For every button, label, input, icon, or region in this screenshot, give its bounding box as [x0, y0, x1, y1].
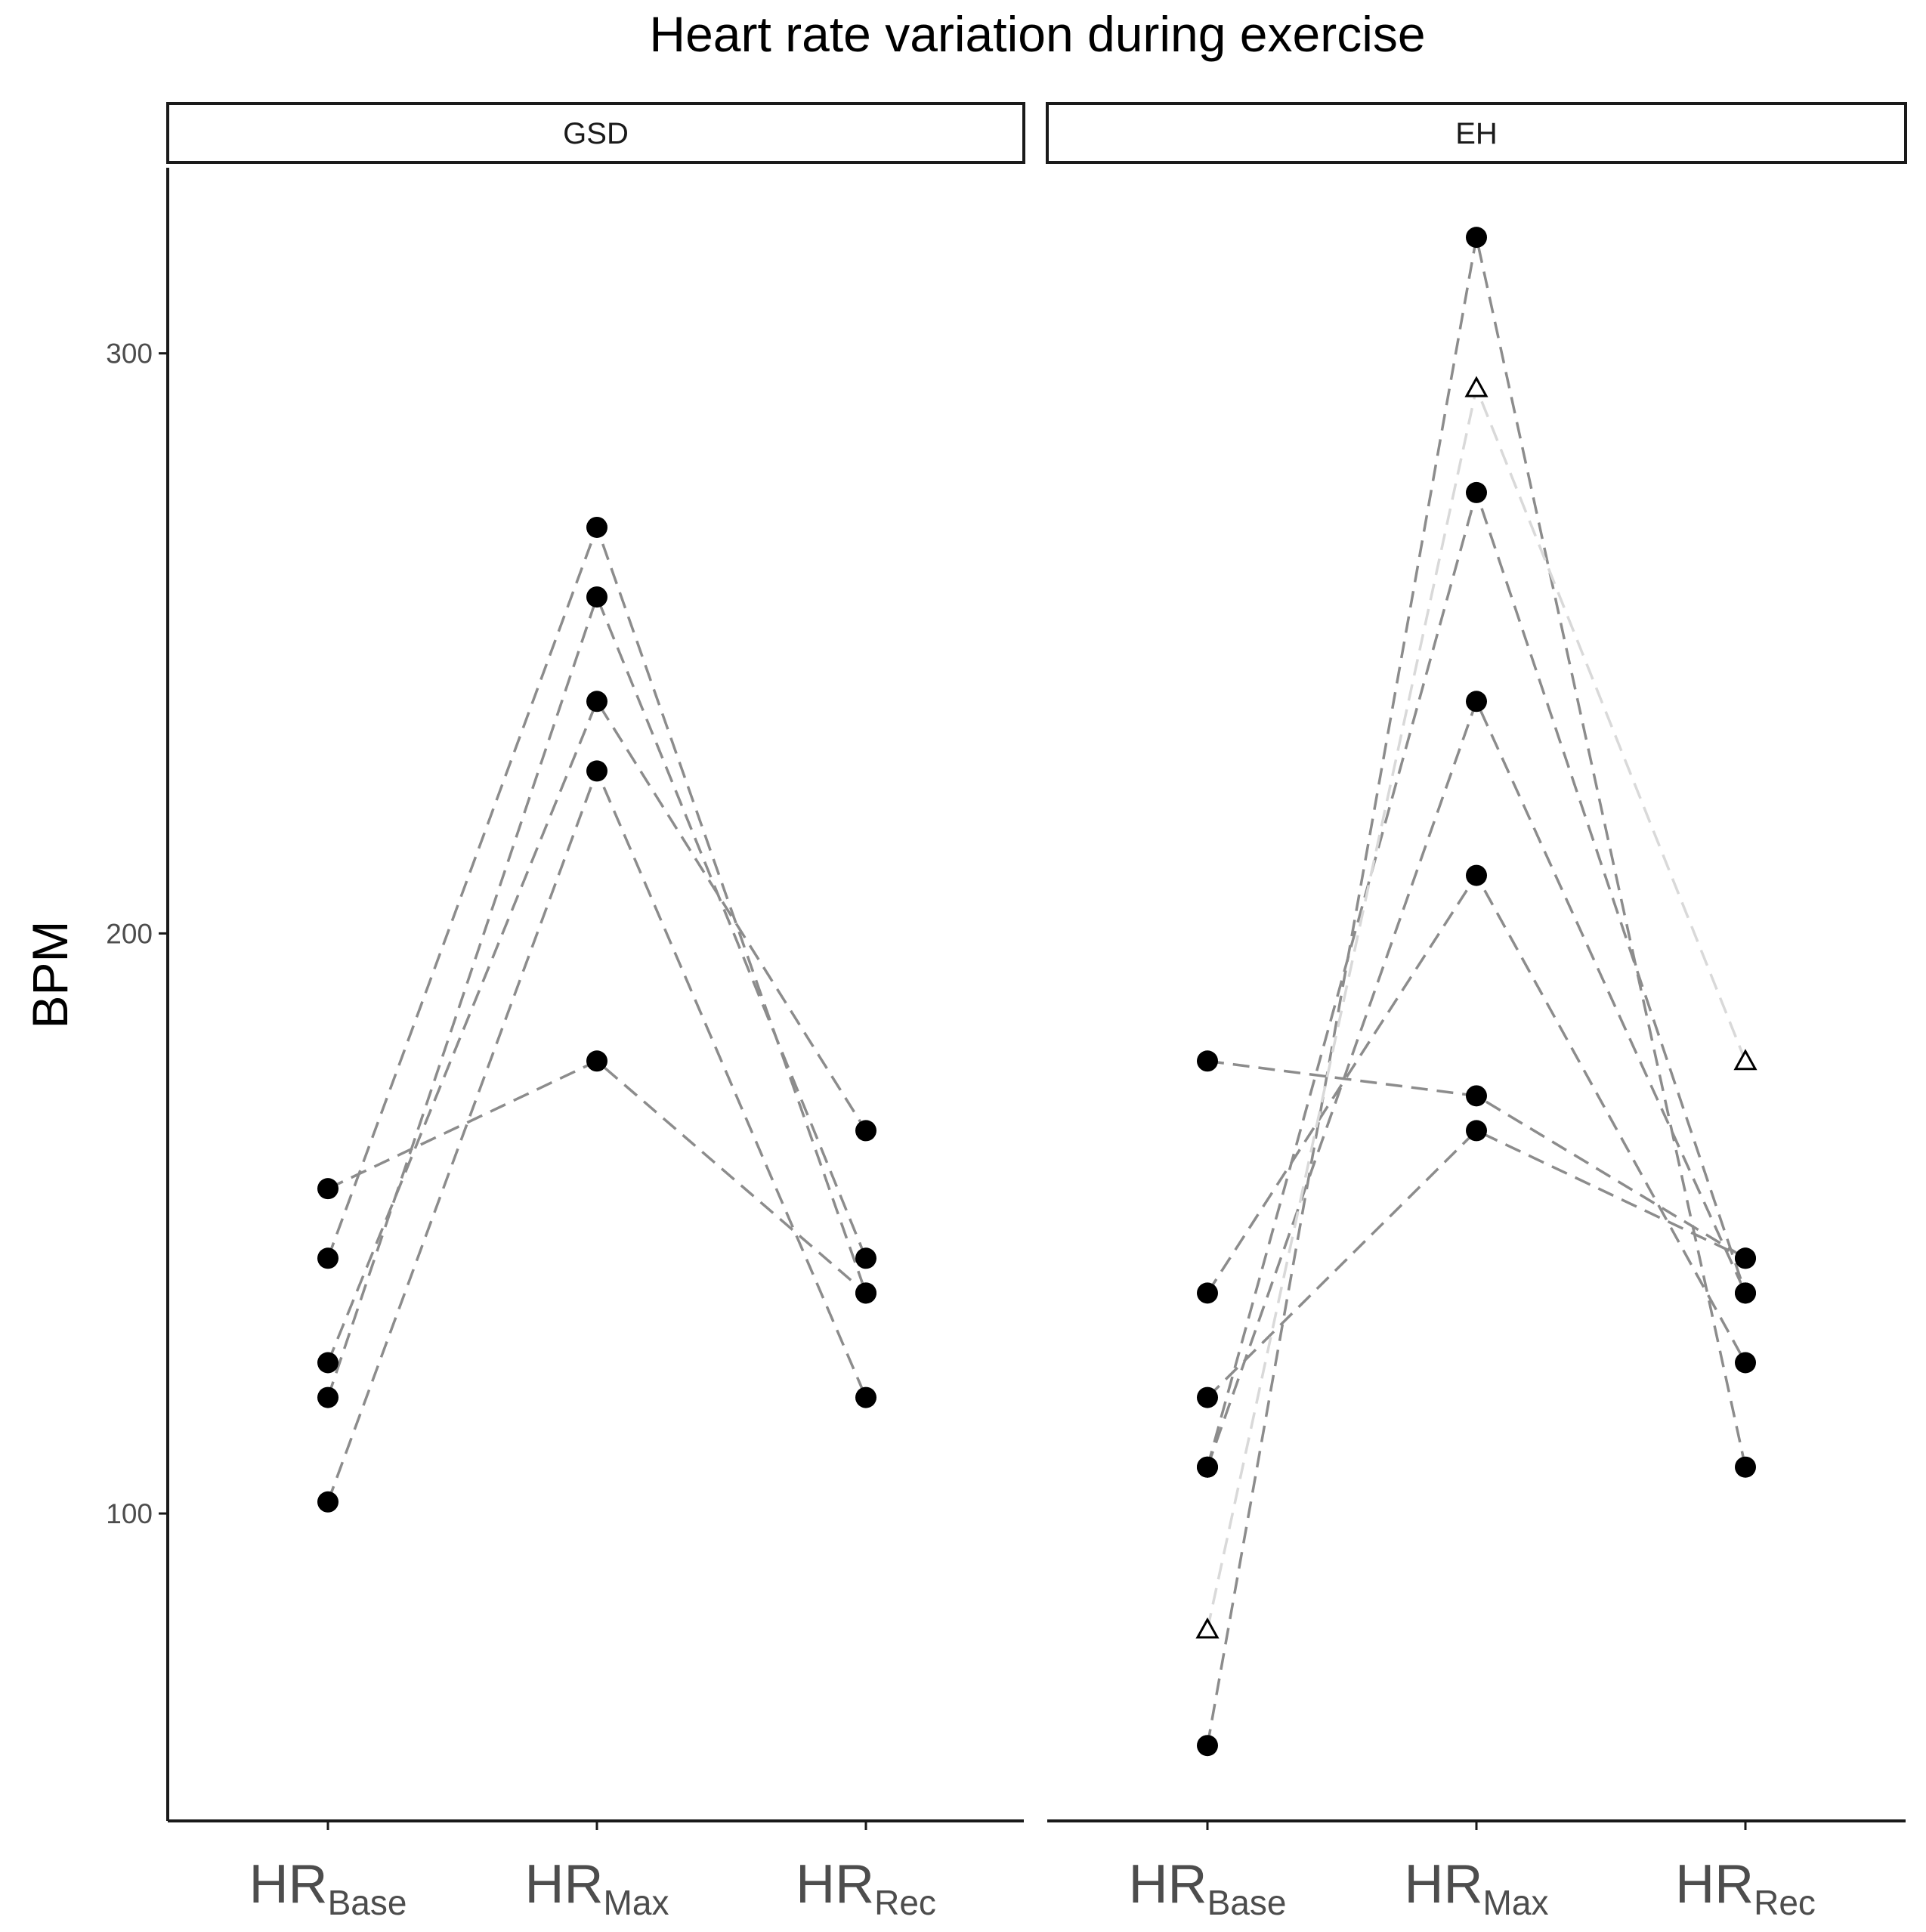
- data-point: [586, 760, 607, 782]
- data-point: [317, 1178, 339, 1200]
- facet-strip-label: EH: [1455, 117, 1498, 150]
- y-tick-label: 200: [106, 918, 153, 949]
- x-tick-label: HRRec: [796, 1854, 936, 1922]
- data-point: [317, 1247, 339, 1269]
- series-line-eh-5: [1206, 487, 1747, 1468]
- series-line-gsd-4: [326, 698, 867, 1364]
- y-axis-label: BPM: [22, 920, 78, 1028]
- data-point: [1197, 1456, 1218, 1478]
- data-point: [1466, 227, 1487, 249]
- series-line-gsd-5: [326, 767, 867, 1503]
- series-line-eh-6: [1206, 236, 1747, 1746]
- panel-eh: EH HRBase HRMax HRRec: [1046, 102, 1907, 1922]
- data-point: [1735, 1282, 1756, 1304]
- data-point: [1466, 864, 1487, 886]
- data-point: [1735, 1247, 1756, 1269]
- data-point: [586, 586, 607, 608]
- data-point: [855, 1282, 876, 1304]
- series-line-eh-3: [1206, 1129, 1746, 1399]
- data-point-triangle: [1733, 1049, 1758, 1071]
- data-point: [1197, 1386, 1218, 1408]
- data-point: [1735, 1456, 1756, 1478]
- data-point: [1735, 1352, 1756, 1374]
- data-point: [1466, 691, 1487, 713]
- panels-layer: GSD 100 200 300 HRBase HRMax HRRec EH HRBase HRMa…: [106, 102, 1907, 1922]
- data-point: [1197, 1735, 1218, 1757]
- x-tick-label: HRBase: [1129, 1854, 1287, 1922]
- data-point: [855, 1120, 876, 1142]
- data-point: [1466, 481, 1487, 503]
- series-line-eh-4: [1206, 697, 1747, 1468]
- data-point: [1197, 1050, 1218, 1072]
- series-line-gsd-3: [326, 593, 867, 1399]
- data-point: [1466, 1085, 1487, 1107]
- series-line-eh-7: [1206, 383, 1747, 1631]
- data-point: [586, 516, 607, 538]
- series-line-gsd-2: [326, 523, 867, 1294]
- x-tick-label: HRMax: [1405, 1854, 1549, 1922]
- facet-strip: [1046, 102, 1907, 164]
- data-point: [855, 1247, 876, 1269]
- data-point: [317, 1386, 339, 1408]
- data-point: [1197, 1282, 1218, 1304]
- data-point-triangle: [1464, 376, 1489, 397]
- x-tick-label: HRRec: [1675, 1854, 1816, 1922]
- data-point: [1466, 1120, 1487, 1142]
- data-point: [317, 1491, 339, 1513]
- series-line-gsd-1: [327, 1059, 867, 1294]
- data-point: [317, 1352, 339, 1374]
- chart-title: Heart rate variation during exercise: [649, 6, 1425, 62]
- y-tick-label: 100: [106, 1498, 153, 1529]
- data-point: [586, 1050, 607, 1072]
- data-point: [855, 1386, 876, 1408]
- y-tick-label: 300: [106, 338, 153, 369]
- x-tick-label: HRBase: [249, 1854, 407, 1922]
- panel-gsd: GSD 100 200 300 HRBase HRMax HRRec: [106, 102, 1025, 1922]
- data-point-triangle: [1195, 1617, 1220, 1639]
- data-point: [586, 691, 607, 713]
- facet-strip-label: GSD: [563, 117, 629, 150]
- facet-strip: [166, 102, 1025, 164]
- x-tick-label: HRMax: [525, 1854, 669, 1922]
